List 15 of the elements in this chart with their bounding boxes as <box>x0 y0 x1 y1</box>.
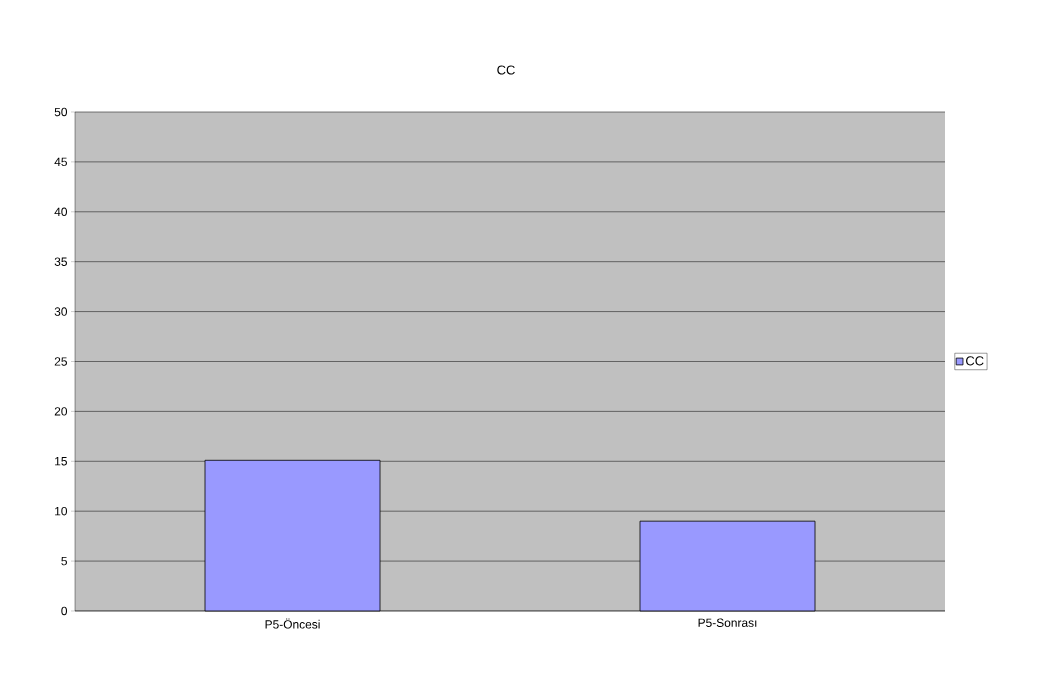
y-tick-label: 5 <box>61 556 67 566</box>
chart-title: CC <box>497 65 515 75</box>
y-tick-label: 30 <box>54 307 68 316</box>
y-tick-label: 0 <box>61 606 68 616</box>
y-tick-label: 15 <box>55 457 67 466</box>
x-tick-label: P5-Öncesi <box>265 618 320 629</box>
y-tick-label: 40 <box>54 207 68 217</box>
y-tick-label: 10 <box>55 506 68 516</box>
y-tick-label: 45 <box>54 157 67 167</box>
legend-label: CC <box>966 356 984 366</box>
x-tick-label: P5-Sonrası <box>698 618 757 627</box>
y-tick-label: 20 <box>54 407 68 416</box>
y-tick-label: 25 <box>54 357 67 366</box>
y-tick-label: 35 <box>54 257 67 266</box>
y-tick-label: 50 <box>54 107 68 117</box>
